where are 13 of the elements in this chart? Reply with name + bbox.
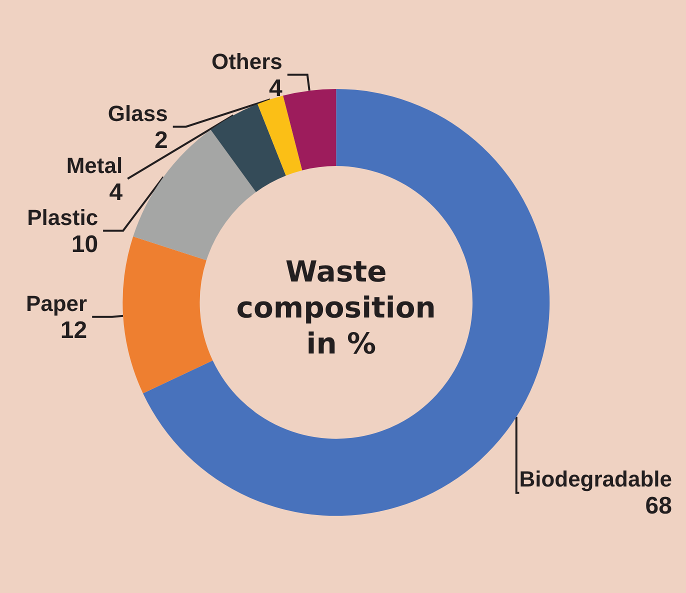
data-label: 12 xyxy=(60,316,88,344)
slice-label: Others xyxy=(211,48,282,74)
data-label: 4 xyxy=(269,74,284,102)
data-label: 4 xyxy=(109,178,124,206)
text: Waste composition in % xyxy=(236,254,446,360)
data-label: 10 xyxy=(71,230,98,258)
data-label: 68 xyxy=(645,492,672,520)
slice-label: Metal xyxy=(66,152,123,178)
data-label: 2 xyxy=(154,126,168,154)
slice-label: Biodegradable xyxy=(519,466,672,492)
slice-label: Plastic xyxy=(27,204,98,230)
slice-label: Glass xyxy=(108,100,168,126)
slice-label: Paper xyxy=(26,290,88,316)
